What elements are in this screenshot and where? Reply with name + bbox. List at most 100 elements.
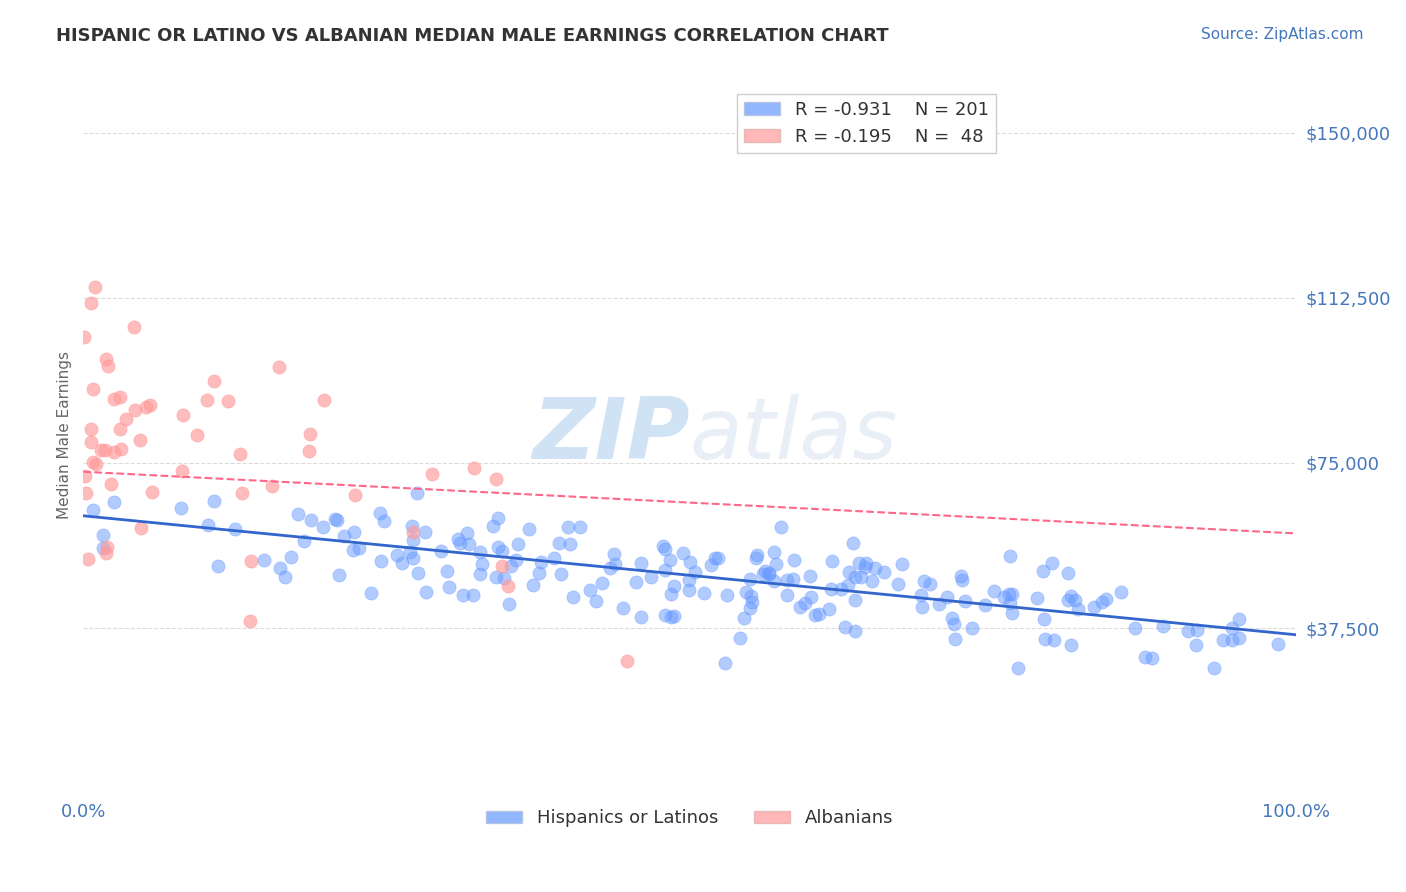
Point: [707, 551, 730, 566]
Point: [658, 553, 681, 567]
Point: [486, 511, 509, 525]
Point: [485, 472, 508, 486]
Point: [274, 570, 297, 584]
Point: [139, 398, 162, 412]
Point: [197, 517, 219, 532]
Point: [75, 486, 97, 500]
Point: [612, 601, 634, 615]
Point: [82, 503, 104, 517]
Point: [983, 584, 1005, 599]
Point: [1057, 566, 1080, 581]
Point: [1095, 592, 1118, 607]
Point: [437, 580, 460, 594]
Point: [662, 609, 685, 624]
Point: [808, 607, 831, 621]
Point: [821, 554, 844, 568]
Point: [943, 632, 966, 647]
Text: Source: ZipAtlas.com: Source: ZipAtlas.com: [1201, 27, 1364, 42]
Point: [789, 600, 811, 615]
Point: [135, 400, 157, 414]
Point: [108, 421, 131, 435]
Point: [239, 614, 262, 628]
Point: [1060, 638, 1083, 652]
Point: [591, 576, 613, 591]
Point: [728, 631, 751, 645]
Point: [463, 461, 485, 475]
Point: [804, 607, 827, 622]
Point: [75, 469, 97, 483]
Point: [522, 578, 544, 592]
Point: [492, 572, 515, 586]
Point: [1001, 606, 1024, 620]
Point: [910, 588, 932, 602]
Point: [659, 587, 682, 601]
Point: [312, 519, 335, 533]
Point: [1227, 632, 1250, 646]
Point: [860, 574, 883, 588]
Point: [935, 591, 957, 605]
Point: [1185, 638, 1208, 652]
Point: [1064, 592, 1087, 607]
Point: [506, 537, 529, 551]
Point: [91, 527, 114, 541]
Point: [420, 467, 443, 482]
Point: [122, 320, 145, 334]
Point: [391, 556, 413, 570]
Point: [817, 602, 839, 616]
Point: [488, 540, 510, 554]
Point: [172, 409, 194, 423]
Point: [1123, 621, 1146, 635]
Point: [672, 546, 695, 560]
Point: [844, 570, 866, 584]
Point: [1057, 593, 1080, 607]
Point: [399, 545, 422, 559]
Point: [603, 557, 626, 571]
Point: [1220, 621, 1243, 635]
Point: [1135, 649, 1157, 664]
Point: [342, 525, 364, 540]
Point: [517, 522, 540, 536]
Point: [1007, 661, 1029, 675]
Text: ZIP: ZIP: [531, 394, 689, 477]
Point: [1152, 618, 1174, 632]
Point: [456, 525, 478, 540]
Point: [1212, 633, 1234, 648]
Point: [491, 559, 513, 574]
Point: [267, 359, 290, 374]
Point: [1227, 612, 1250, 626]
Point: [287, 507, 309, 521]
Point: [838, 565, 860, 579]
Point: [463, 588, 485, 602]
Point: [616, 654, 638, 668]
Point: [91, 541, 114, 556]
Point: [873, 565, 896, 579]
Point: [794, 596, 817, 610]
Point: [73, 330, 96, 344]
Point: [783, 553, 806, 567]
Point: [406, 566, 429, 580]
Point: [79, 422, 101, 436]
Point: [312, 393, 335, 408]
Point: [776, 573, 799, 587]
Point: [96, 540, 118, 554]
Point: [1066, 602, 1088, 616]
Point: [678, 583, 700, 598]
Point: [762, 574, 785, 589]
Point: [501, 558, 523, 573]
Point: [943, 617, 966, 632]
Point: [1109, 585, 1132, 599]
Point: [94, 352, 117, 367]
Point: [585, 594, 607, 608]
Point: [202, 494, 225, 508]
Point: [326, 513, 349, 527]
Point: [100, 476, 122, 491]
Point: [993, 591, 1015, 605]
Point: [1202, 660, 1225, 674]
Point: [890, 557, 912, 571]
Point: [1267, 637, 1289, 651]
Point: [103, 445, 125, 459]
Point: [1185, 623, 1208, 637]
Point: [741, 595, 763, 609]
Point: [830, 582, 852, 596]
Point: [186, 428, 208, 442]
